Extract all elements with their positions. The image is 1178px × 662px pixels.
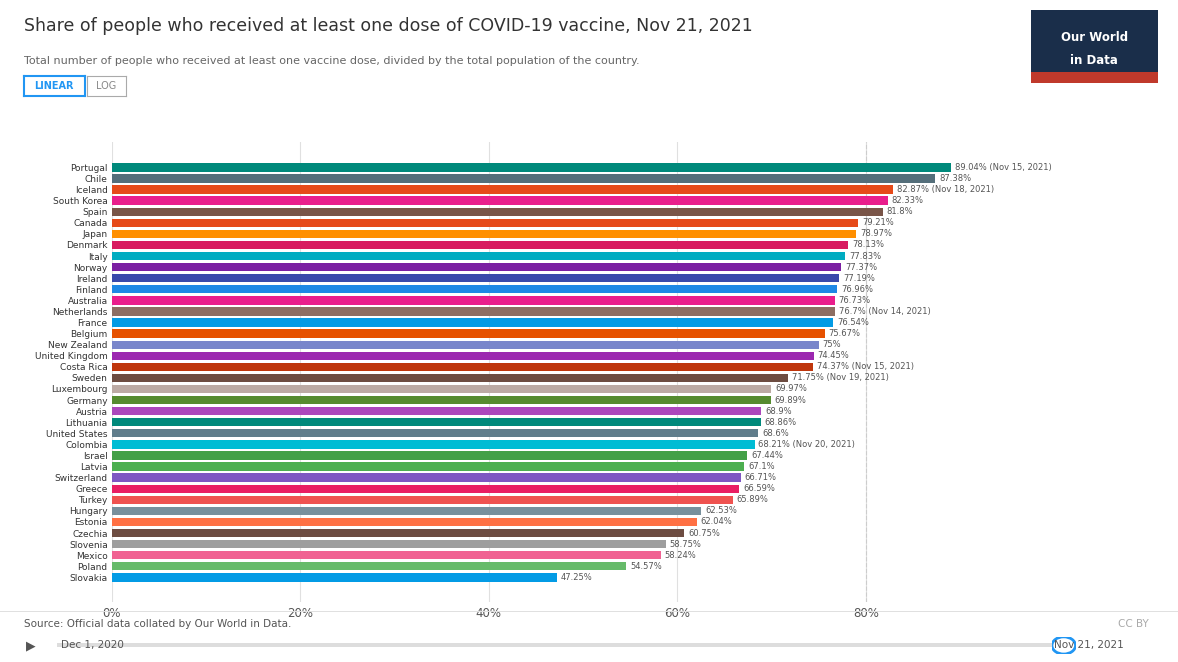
Text: 75.67%: 75.67%: [829, 329, 861, 338]
Text: 60.75%: 60.75%: [688, 528, 720, 538]
Bar: [112, 352, 814, 360]
Bar: [112, 252, 846, 260]
Text: 74.37% (Nov 15, 2021): 74.37% (Nov 15, 2021): [816, 362, 914, 371]
Bar: [112, 562, 627, 571]
Bar: [112, 374, 788, 382]
Text: 77.83%: 77.83%: [849, 252, 881, 261]
Bar: [112, 241, 848, 249]
Bar: [112, 385, 772, 393]
Bar: [112, 174, 935, 183]
Bar: [112, 230, 856, 238]
Bar: [112, 551, 661, 559]
Text: Our World: Our World: [1061, 31, 1127, 44]
Text: LOG: LOG: [97, 81, 117, 91]
Bar: [112, 540, 666, 548]
Text: 66.59%: 66.59%: [743, 484, 775, 493]
Bar: [112, 307, 835, 316]
Bar: [112, 263, 841, 271]
Text: 82.33%: 82.33%: [892, 196, 924, 205]
Text: Source: Official data collated by Our World in Data.: Source: Official data collated by Our Wo…: [24, 619, 291, 629]
Text: 75%: 75%: [822, 340, 841, 349]
Bar: [112, 485, 740, 493]
Text: 67.1%: 67.1%: [748, 462, 775, 471]
Text: 71.75% (Nov 19, 2021): 71.75% (Nov 19, 2021): [792, 373, 888, 383]
Text: Dec 1, 2020: Dec 1, 2020: [61, 640, 124, 651]
Text: Share of people who received at least one dose of COVID-19 vaccine, Nov 21, 2021: Share of people who received at least on…: [24, 17, 753, 34]
Text: 78.13%: 78.13%: [852, 240, 884, 250]
Bar: [112, 296, 835, 305]
Bar: [112, 396, 770, 404]
Text: 77.19%: 77.19%: [843, 273, 875, 283]
Text: 68.6%: 68.6%: [762, 429, 789, 438]
Bar: [112, 340, 819, 349]
Bar: [112, 197, 888, 205]
Text: 89.04% (Nov 15, 2021): 89.04% (Nov 15, 2021): [955, 163, 1052, 172]
Bar: [112, 418, 761, 426]
Text: 79.21%: 79.21%: [862, 218, 894, 227]
Text: Total number of people who received at least one vaccine dose, divided by the to: Total number of people who received at l…: [24, 56, 640, 66]
Bar: [112, 506, 701, 515]
Text: CC BY: CC BY: [1118, 619, 1149, 629]
Bar: [112, 164, 951, 171]
Text: 62.04%: 62.04%: [701, 518, 732, 526]
Text: 58.75%: 58.75%: [669, 540, 701, 549]
Text: 68.21% (Nov 20, 2021): 68.21% (Nov 20, 2021): [759, 440, 855, 449]
Text: 69.89%: 69.89%: [774, 396, 806, 404]
Bar: [112, 529, 684, 537]
Text: 54.57%: 54.57%: [630, 562, 662, 571]
Text: 76.96%: 76.96%: [841, 285, 873, 294]
Text: 47.25%: 47.25%: [561, 573, 593, 582]
Text: 58.24%: 58.24%: [664, 551, 696, 559]
Bar: [112, 496, 733, 504]
Text: 76.7% (Nov 14, 2021): 76.7% (Nov 14, 2021): [839, 307, 931, 316]
Text: 66.71%: 66.71%: [744, 473, 776, 482]
Bar: [112, 274, 840, 283]
Text: ▶: ▶: [26, 639, 35, 652]
Text: 76.54%: 76.54%: [838, 318, 869, 327]
Text: Nov 21, 2021: Nov 21, 2021: [1054, 640, 1124, 651]
Bar: [112, 451, 748, 459]
Bar: [112, 473, 741, 482]
Text: 77.37%: 77.37%: [845, 263, 876, 271]
Text: 82.87% (Nov 18, 2021): 82.87% (Nov 18, 2021): [896, 185, 994, 194]
Text: 67.44%: 67.44%: [752, 451, 783, 460]
Bar: [112, 573, 557, 581]
Bar: [112, 440, 755, 449]
Bar: [112, 208, 882, 216]
Text: 65.89%: 65.89%: [736, 495, 768, 504]
Text: 78.97%: 78.97%: [860, 229, 892, 238]
Bar: [112, 218, 859, 227]
Bar: [112, 429, 759, 438]
Text: in Data: in Data: [1071, 54, 1118, 68]
Text: 62.53%: 62.53%: [704, 506, 736, 516]
Text: 68.86%: 68.86%: [765, 418, 796, 427]
Text: 76.73%: 76.73%: [839, 296, 871, 305]
Text: 69.97%: 69.97%: [775, 385, 807, 393]
Text: 74.45%: 74.45%: [818, 352, 849, 360]
Bar: [112, 518, 696, 526]
Text: 87.38%: 87.38%: [939, 174, 972, 183]
Text: 68.9%: 68.9%: [765, 406, 792, 416]
Bar: [112, 330, 825, 338]
Bar: [112, 363, 813, 371]
Text: LINEAR: LINEAR: [34, 81, 74, 91]
Bar: [112, 318, 833, 326]
Bar: [112, 462, 744, 471]
Bar: [112, 185, 893, 194]
Bar: [112, 285, 838, 293]
Text: 81.8%: 81.8%: [887, 207, 913, 216]
Bar: [112, 407, 761, 415]
